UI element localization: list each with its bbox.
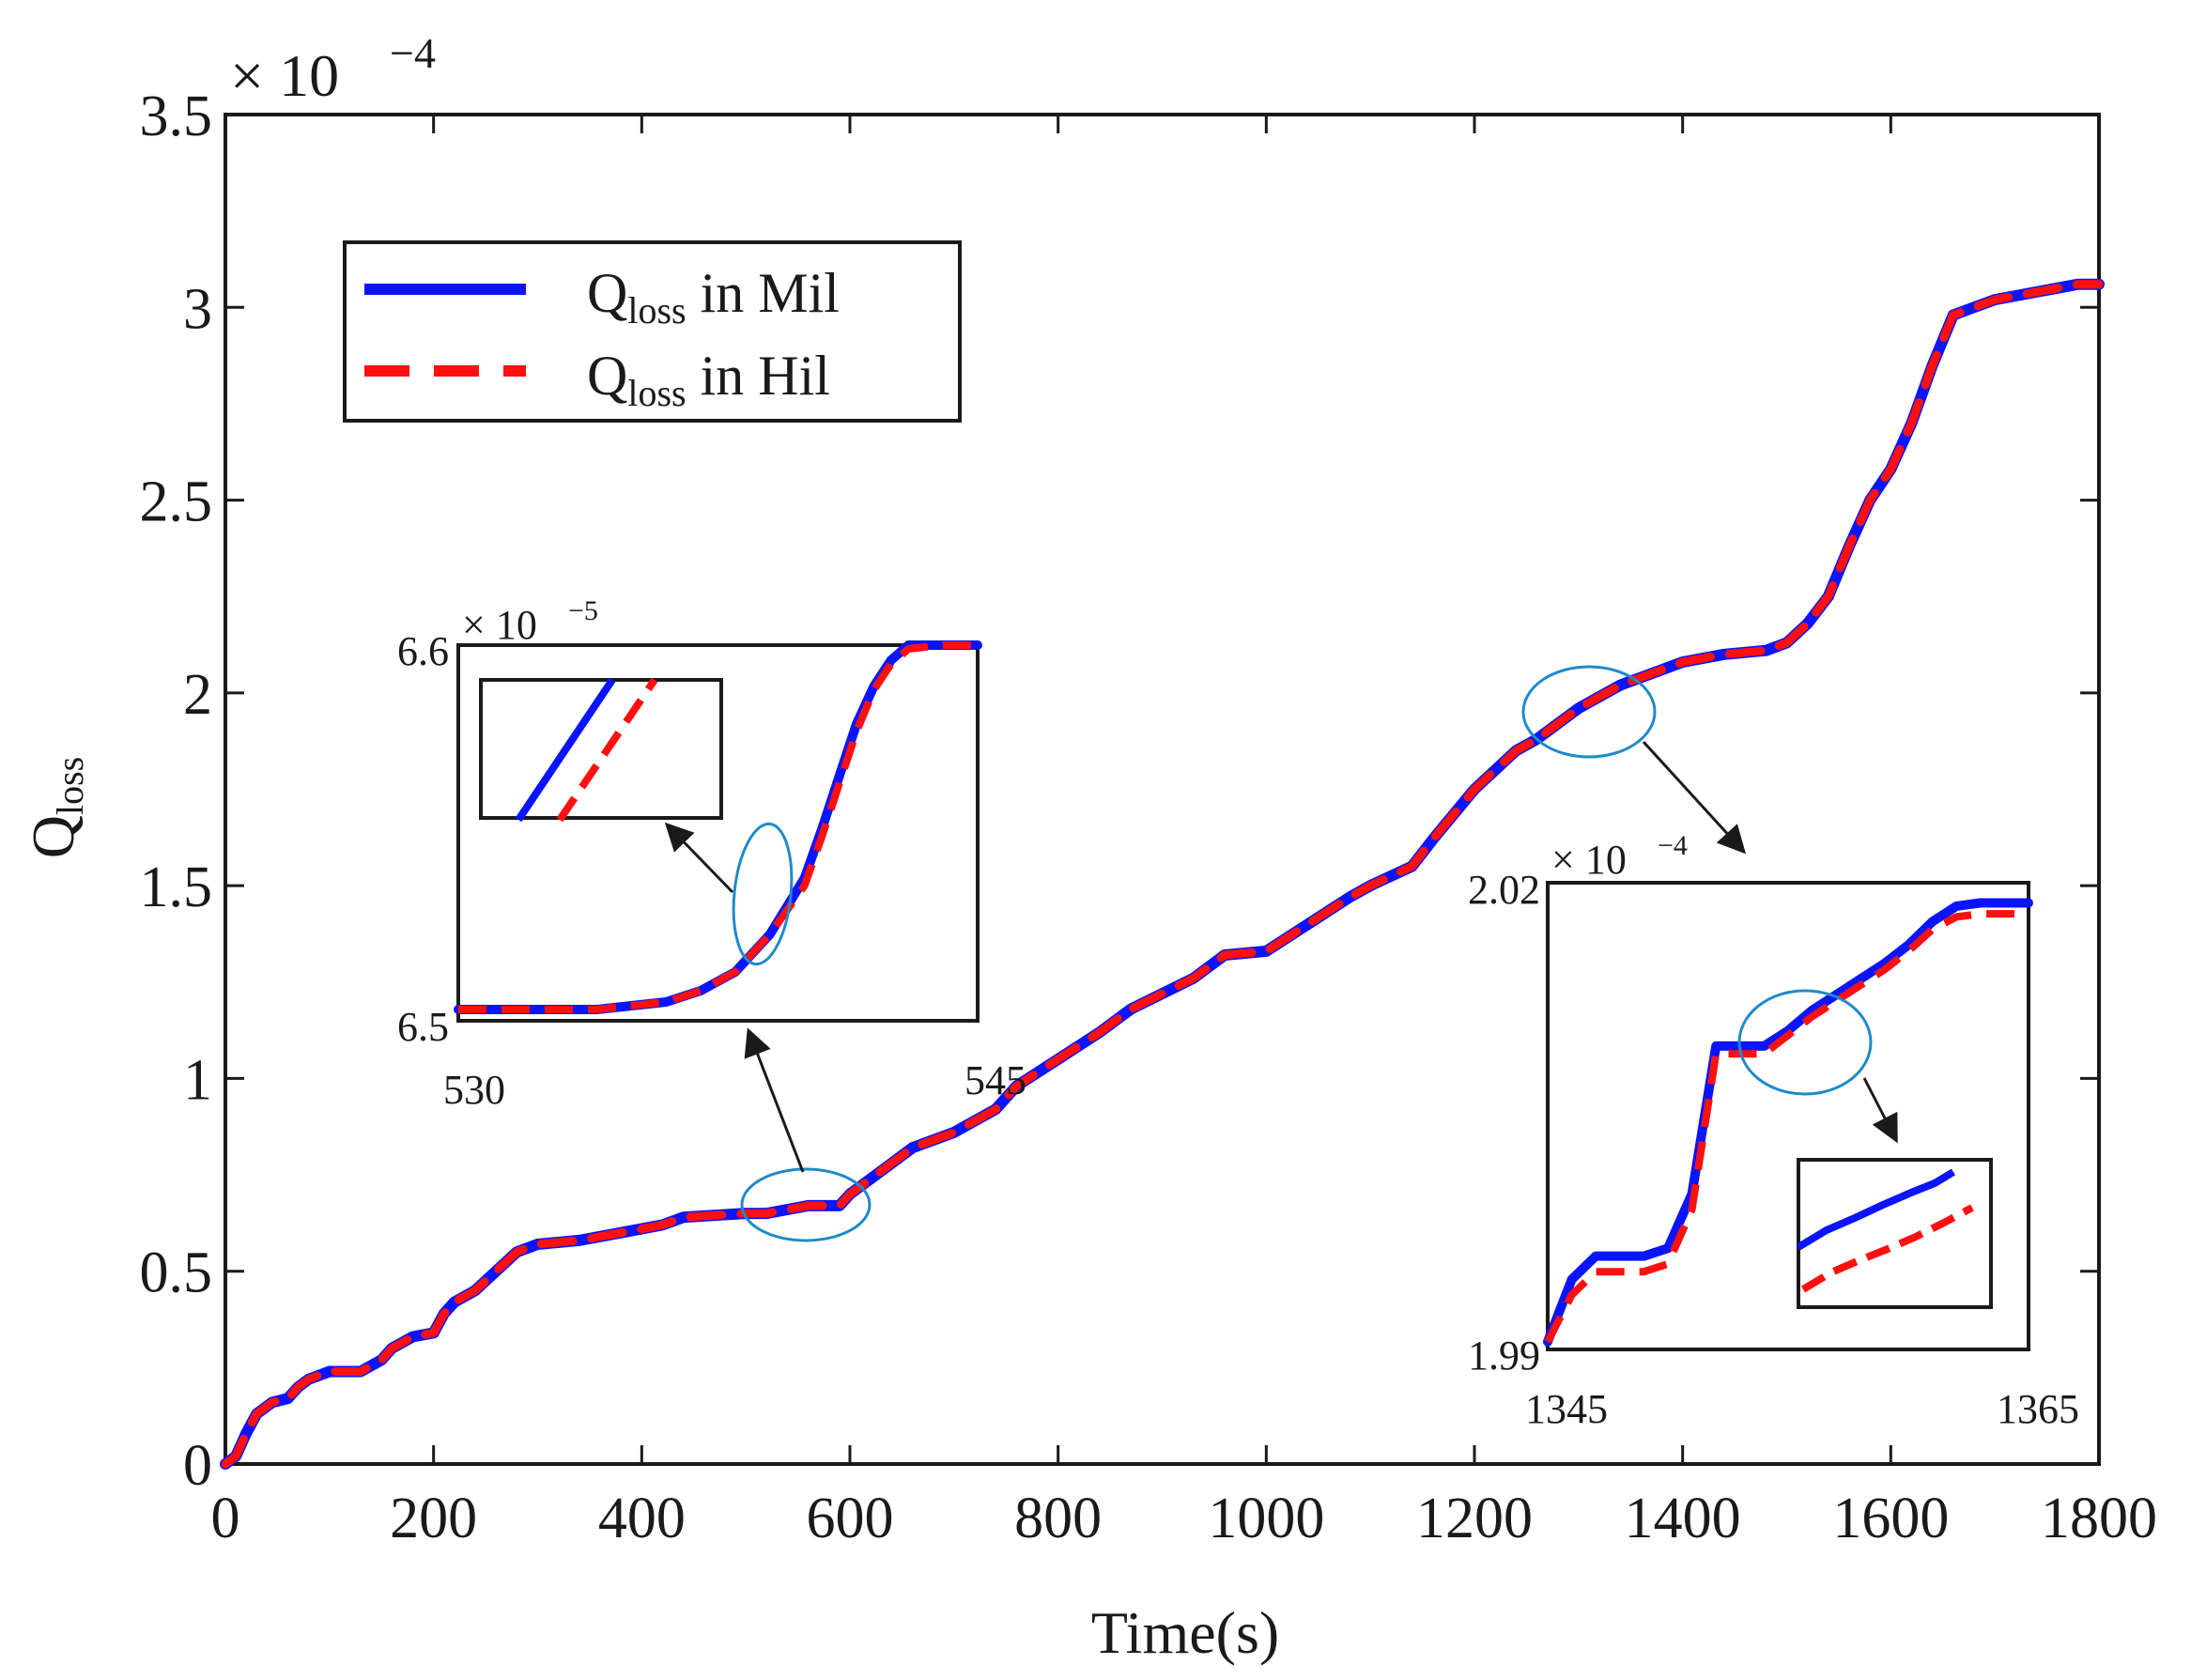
x-tick-label: 1000 <box>1208 1487 1324 1550</box>
legend-label-hil: Qloss in Hil <box>587 345 830 414</box>
inset-2-ellipse <box>1737 989 1873 1096</box>
y-tick-label: 0.5 <box>140 1241 213 1305</box>
inset-1-ellipse <box>732 822 794 966</box>
x-tick-label: 1400 <box>1625 1487 1741 1550</box>
y-tick-label: 3 <box>183 277 212 341</box>
arrow-inset-1-to-zoom <box>664 822 734 894</box>
inset-2-y-tick-top: 2.02 <box>1468 867 1540 913</box>
main-series-group <box>220 278 2105 1470</box>
highlight-ellipse-2 <box>1521 665 1657 759</box>
arrow-main-to-inset-1 <box>744 1027 805 1173</box>
y-tick-label: 3.5 <box>140 85 213 148</box>
inset-1-y-tick-top: 6.6 <box>397 628 449 674</box>
x-tick-label: 1600 <box>1832 1487 1949 1550</box>
inset-1-zoom-hil <box>556 677 658 823</box>
inset-2-series <box>1543 898 2033 1347</box>
x-tick-label: 800 <box>1014 1487 1102 1550</box>
inset-2-exponent: × 10 <box>1551 837 1627 883</box>
inset-2-zoom-box <box>1797 1158 1993 1309</box>
inset-2-line-hil <box>1544 910 2029 1344</box>
legend-box <box>343 240 962 423</box>
inset-1-y-tick-bottom: 6.5 <box>397 1004 449 1050</box>
y-exponent-power: −4 <box>390 29 436 77</box>
arrow-inset-2-to-zoom <box>1862 1077 1898 1144</box>
inset-2-x-tick-right: 1365 <box>1997 1386 2079 1432</box>
inset-1-zoom-mil <box>515 677 616 823</box>
x-tick-label: 1800 <box>2041 1487 2157 1550</box>
legend-label-mil: Qloss in Mil <box>587 262 840 331</box>
inset-1-exponent-power: −5 <box>568 595 598 626</box>
inset-2: 2.02 1.99 1345 1365 × 10 −4 <box>1468 830 2079 1432</box>
y-axis-title: Qloss <box>20 757 91 858</box>
inset-1-series <box>454 640 982 1014</box>
highlight-ellipse-1 <box>740 1167 872 1242</box>
y-tick-label: 2 <box>183 663 212 727</box>
y-exponent-label: × 10 <box>230 42 339 109</box>
inset-2-zoom-hil <box>1800 1204 1974 1293</box>
inset-1-x-tick-right: 545 <box>964 1057 1026 1103</box>
inset-2-zoom-mil <box>1796 1168 1956 1251</box>
main-plot-frame <box>224 113 2101 1466</box>
inset-1: 6.6 6.5 530 545 × 10 −5 <box>397 595 1026 1113</box>
legend: Qloss in Mil Qloss in Hil <box>343 240 962 423</box>
inset-2-exponent-power: −4 <box>1658 830 1688 861</box>
y-tick-label: 1 <box>183 1048 212 1112</box>
inset-1-x-tick-left: 530 <box>443 1067 505 1113</box>
x-tick-label: 200 <box>390 1487 477 1550</box>
inset-1-line-hil <box>458 641 978 1013</box>
x-tick-labels: 0 200 400 600 800 1000 1200 1400 1600 1800 <box>211 1487 2158 1550</box>
inset-1-exponent: × 10 <box>462 602 537 648</box>
y-tick-label: 1.5 <box>140 855 213 919</box>
inset-2-y-tick-bottom: 1.99 <box>1468 1333 1540 1379</box>
x-tick-label: 600 <box>807 1487 894 1550</box>
main-axis-ticks <box>224 113 2101 1466</box>
y-tick-labels: 0 0.5 1 1.5 2 2.5 3 3.5 <box>140 85 213 1498</box>
x-tick-label: 0 <box>211 1487 240 1550</box>
series-line-hil <box>221 280 2104 1469</box>
arrow-main-to-inset-2 <box>1642 740 1747 855</box>
x-tick-label: 1200 <box>1416 1487 1533 1550</box>
x-tick-label: 400 <box>598 1487 686 1550</box>
x-axis-title: Time(s) <box>1091 1599 1279 1666</box>
y-tick-label: 2.5 <box>140 470 213 534</box>
y-tick-label: 0 <box>183 1434 212 1498</box>
inset-2-x-tick-left: 1345 <box>1525 1386 1608 1432</box>
